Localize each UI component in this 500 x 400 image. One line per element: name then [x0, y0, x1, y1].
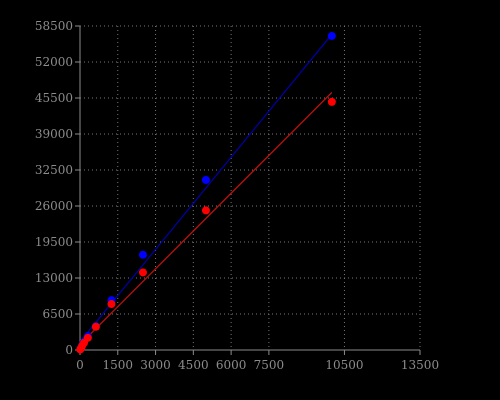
data-point-series-2 [201, 206, 210, 215]
data-point-series-2 [327, 97, 336, 106]
data-point-series-2 [107, 300, 116, 309]
y-tick-label: 58500 [35, 19, 73, 33]
y-tick-label: 26000 [35, 199, 73, 213]
y-tick-label: 32500 [35, 163, 73, 177]
x-tick-label: 4500 [178, 358, 209, 372]
data-point-series-1 [201, 175, 210, 184]
data-point-series-2 [83, 333, 92, 342]
fit-lines [79, 33, 333, 345]
fit-line-series-1 [79, 33, 333, 343]
data-point-series-2 [138, 268, 147, 277]
data-point-series-2 [91, 322, 100, 331]
y-tick-label: 6500 [42, 307, 73, 321]
axes [75, 25, 421, 355]
x-tick-label: 0 [76, 358, 84, 372]
y-tick-label: 45500 [35, 91, 73, 105]
data-point-series-1 [327, 31, 336, 40]
y-tick-label: 13000 [35, 271, 73, 285]
x-tick-label: 1500 [103, 358, 134, 372]
y-tick-label: 39000 [35, 127, 73, 141]
grid [80, 25, 421, 350]
fit-line-series-2 [79, 92, 333, 345]
x-tick-label: 6000 [216, 358, 247, 372]
y-tick-label: 52000 [35, 55, 73, 69]
x-tick-label: 7500 [254, 358, 285, 372]
tick-labels: 0 1500 3000 4500 6000 7500 10500 13500 0 6500 1300… [35, 19, 439, 372]
data-point-series-1 [138, 250, 147, 259]
x-tick-label: 3000 [140, 358, 171, 372]
x-tick-label: 10500 [325, 358, 363, 372]
x-tick-label: 13500 [401, 358, 439, 372]
y-tick-label: 19500 [35, 235, 73, 249]
y-tick-label: 0 [65, 343, 73, 357]
data-points [76, 31, 336, 354]
